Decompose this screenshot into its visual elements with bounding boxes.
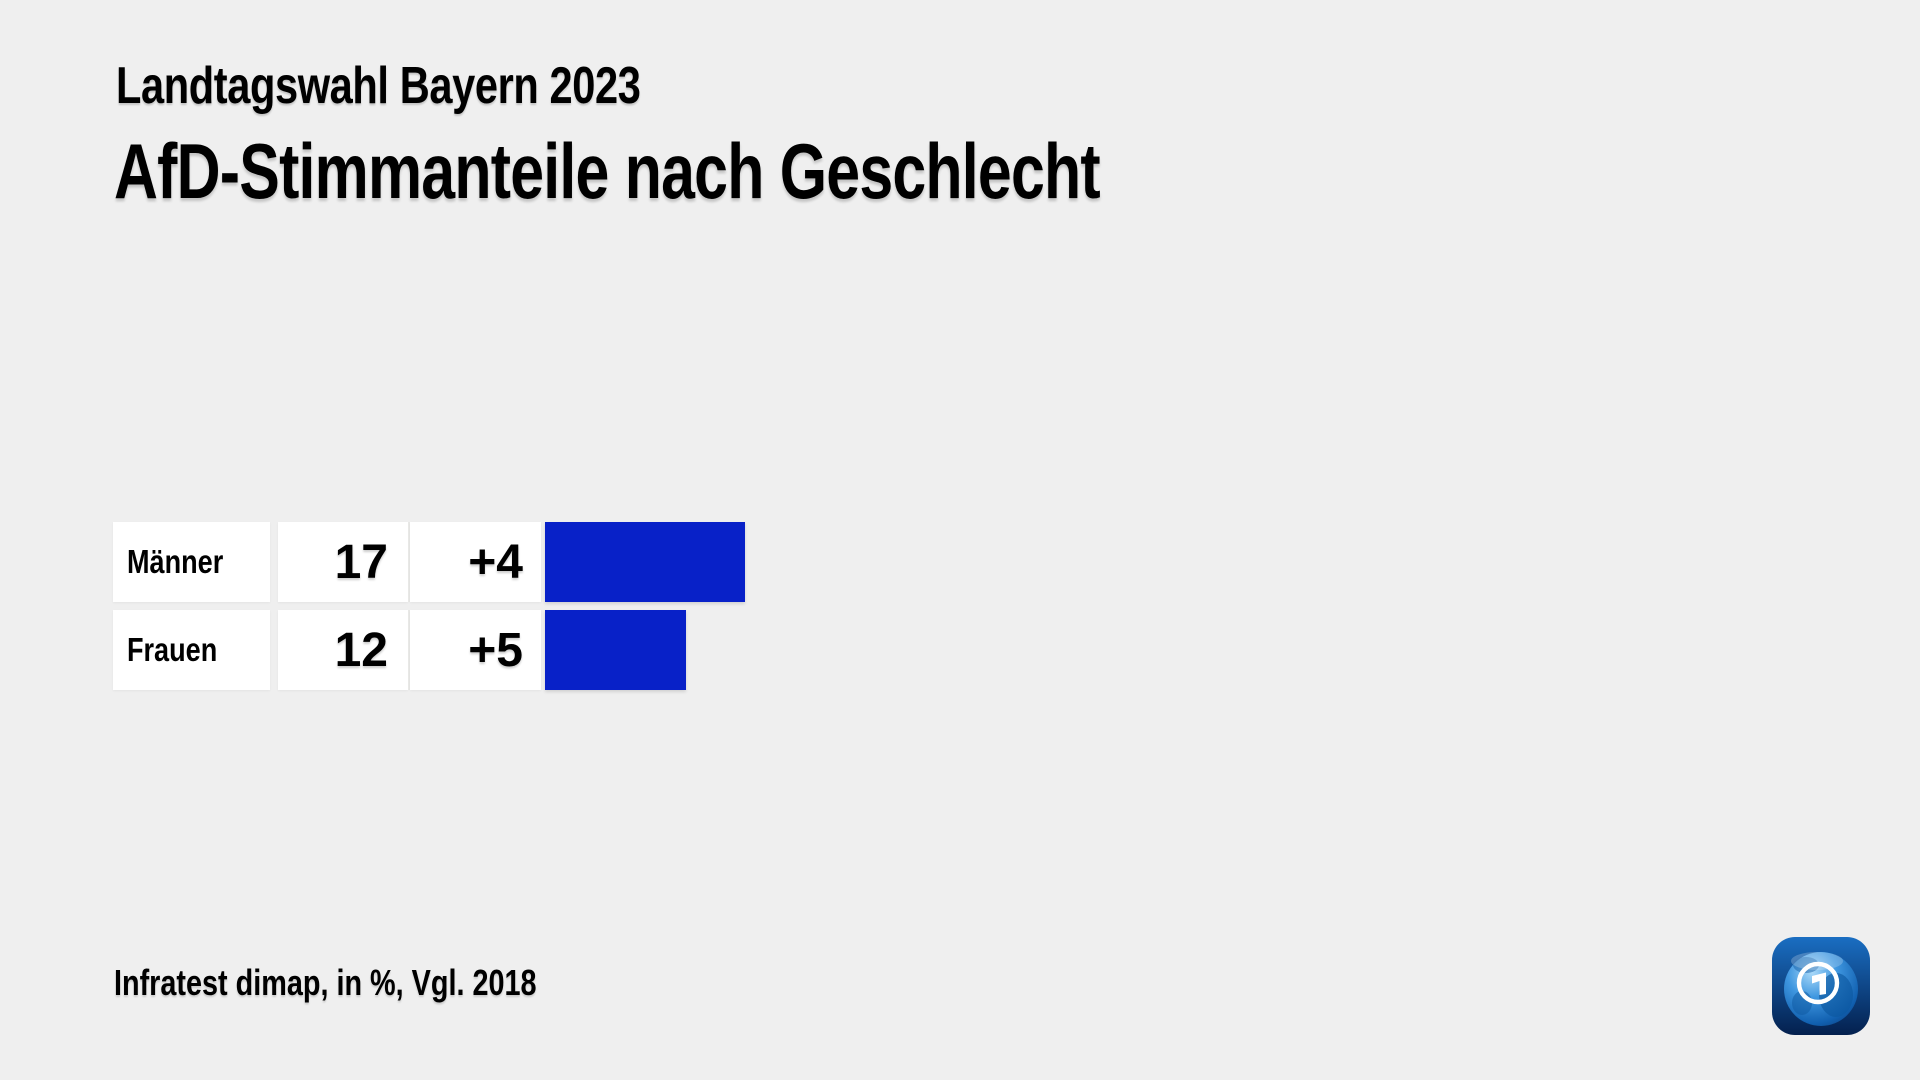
table-row-frauen: Frauen 12 +5 (113, 610, 745, 690)
bar-frauen (545, 610, 686, 690)
change-cell-maenner: +4 (410, 522, 541, 602)
table-row-maenner: Männer 17 +4 (113, 522, 745, 602)
chart-subtitle: Landtagswahl Bayern 2023 (116, 57, 641, 115)
ard-logo (1772, 937, 1870, 1035)
page-title: AfD-Stimmanteile nach Geschlecht (114, 127, 1101, 215)
bar-maenner (545, 522, 745, 602)
category-cell-maenner: Männer (113, 522, 270, 602)
bar-table: Männer 17 +4 Frauen 12 +5 (113, 522, 745, 698)
ard-globe-icon (1772, 937, 1870, 1035)
cell-divider (408, 522, 410, 602)
category-label: Männer (127, 543, 224, 580)
category-label: Frauen (127, 631, 218, 668)
value-cell-maenner: 17 (278, 522, 408, 602)
change-cell-frauen: +5 (410, 610, 541, 690)
cell-divider (408, 610, 410, 690)
source-note: Infratest dimap, in %, Vgl. 2018 (114, 962, 537, 1003)
value-cell-frauen: 12 (278, 610, 408, 690)
category-cell-frauen: Frauen (113, 610, 270, 690)
